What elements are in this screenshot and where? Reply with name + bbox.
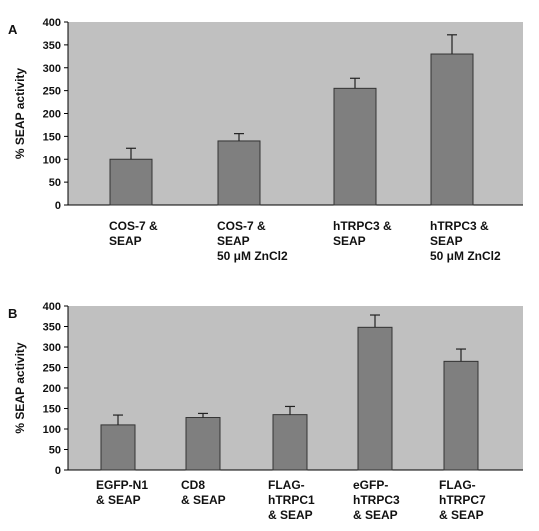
- panel-b-y-axis-label: % SEAP activity: [13, 342, 27, 433]
- panel-b-bar: [100, 424, 136, 471]
- panel-b-bar: [185, 417, 221, 471]
- panel-a-y-tick-label: 150: [43, 131, 61, 143]
- panel-a-y-tick-label: 300: [43, 63, 61, 75]
- panel-a-y-tick-label: 350: [43, 40, 61, 52]
- panel-a-y-tick-label: 0: [55, 200, 61, 212]
- panel-b-category-label: FLAG-hTRPC7 & SEAP: [439, 478, 486, 522]
- panel-b-bar: [272, 414, 308, 471]
- panel-a-y-tick-label: 100: [43, 154, 61, 166]
- panel-b-y-tick-label: 300: [43, 342, 61, 354]
- panel-b-bar: [443, 360, 479, 471]
- panel-a-y-tick-label: 250: [43, 86, 61, 98]
- panel-a-y-tick-label: 50: [49, 177, 61, 189]
- panel-b-y-tick-label: 200: [43, 383, 61, 395]
- panel-a-bar: [217, 140, 261, 206]
- panel-a-category-label: hTRPC3 & SEAP: [333, 219, 392, 248]
- panel-b-category-label: CD8 & SEAP: [181, 478, 226, 507]
- panel-a-y-axis-label: % SEAP activity: [13, 68, 27, 159]
- panel-a-y-tick-label: 200: [43, 109, 61, 121]
- panel-a-y-tick-label: 400: [43, 17, 61, 29]
- panel-b-bar: [357, 326, 393, 471]
- panel-b-y-tick-label: 50: [49, 445, 61, 457]
- panel-b-category-label: EGFP-N1 & SEAP: [96, 478, 148, 507]
- panel-a-bar: [430, 53, 474, 206]
- panel-a-chart: A % SEAP activity 0 50 100 150 200 250 300 350 400…: [8, 17, 523, 263]
- panel-b-y-tick-label: 400: [43, 301, 61, 313]
- panel-b-y-tick-label: 0: [55, 465, 61, 477]
- panel-b-y-tick-label: 150: [43, 404, 61, 416]
- panel-b-y-tick-label: 250: [43, 363, 61, 375]
- panel-b-category-label: FLAG-hTRPC1 & SEAP: [268, 478, 315, 522]
- panel-a-category-label: COS-7 & SEAP 50 μM ZnCl2: [217, 219, 288, 263]
- panel-b-y-tick-label: 350: [43, 322, 61, 334]
- panel-b-chart: B % SEAP activity 0 50 100 150 200 250 300 350 400…: [8, 301, 523, 522]
- panel-b-y-tick-label: 100: [43, 424, 61, 436]
- panel-a-letter: A: [8, 22, 18, 37]
- panel-a-category-label: hTRPC3 & SEAP 50 μM ZnCl2: [430, 219, 501, 263]
- panel-a-bar: [333, 87, 377, 206]
- panel-a-category-label: COS-7 & SEAP: [109, 219, 158, 248]
- panel-a-bar: [109, 158, 153, 206]
- panel-b-letter: B: [8, 306, 17, 321]
- panel-b-category-label: eGFP-hTRPC3 & SEAP: [353, 478, 400, 522]
